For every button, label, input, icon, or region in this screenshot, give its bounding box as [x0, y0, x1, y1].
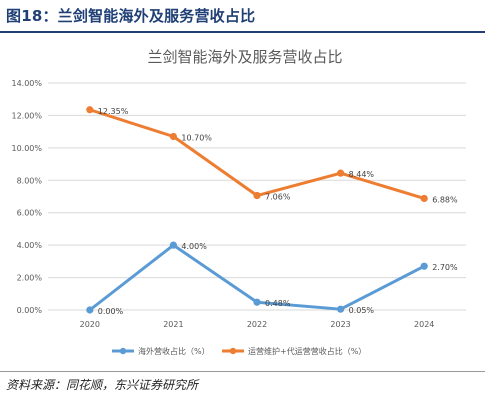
data-label: 2.70% — [432, 263, 458, 272]
y-tick-label: 12.00% — [11, 111, 42, 120]
y-axis-ticks: 0.00% 2.00% 4.00% 6.00% 8.00% 10.00% 12.00% 14.… — [11, 79, 42, 315]
y-tick-label: 10.00% — [11, 144, 42, 153]
data-label: 7.06% — [265, 193, 291, 202]
chart-title: 兰剑智能海外及服务营收占比 — [147, 48, 342, 66]
series-line-1 — [88, 108, 426, 200]
x-tick-label: 2023 — [330, 320, 350, 329]
data-label: 0.00% — [98, 307, 124, 316]
x-tick-label: 2024 — [414, 320, 434, 329]
data-label: 6.88% — [432, 195, 458, 204]
figure-title: 图18：兰剑智能海外及服务营收占比 — [6, 7, 256, 25]
data-point — [337, 169, 345, 177]
data-point — [169, 132, 177, 141]
legend-marker — [229, 347, 237, 355]
data-point — [253, 191, 261, 200]
x-axis-ticks: 2020 2021 2022 2023 2024 — [80, 320, 435, 329]
data-point — [420, 262, 428, 270]
data-point — [420, 194, 428, 203]
x-tick-label: 2022 — [247, 320, 267, 329]
legend-label: 运营维护+代运营营收占比（%） — [248, 346, 366, 356]
y-tick-label: 8.00% — [17, 176, 43, 185]
data-label: 10.70% — [181, 134, 212, 143]
data-label: 8.44% — [349, 170, 375, 179]
data-label: 4.00% — [181, 242, 207, 251]
data-point — [86, 106, 94, 114]
source-rule — [0, 371, 485, 372]
y-tick-label: 14.00% — [11, 79, 42, 88]
data-point — [253, 298, 261, 306]
y-tick-label: 4.00% — [17, 241, 43, 250]
data-point — [169, 241, 177, 249]
legend-label: 海外营收占比（%） — [138, 346, 210, 356]
data-labels: 0.00% 4.00% 0.48% 0.05% 2.70% 12.35% 10.70% 7.0… — [98, 107, 458, 316]
x-tick-label: 2020 — [80, 320, 100, 329]
series-lines — [86, 106, 428, 314]
legend-marker — [119, 347, 127, 355]
title-rule — [0, 31, 485, 33]
line-chart: 兰剑智能海外及服务营收占比 0.00% 2.00% 4.00% 6.00% 8.00% 1… — [11, 48, 466, 356]
legend: 海外营收占比（%） 运营维护+代运营营收占比（%） — [112, 346, 366, 356]
data-label: 0.48% — [265, 299, 291, 308]
source-note: 资料来源：同花顺，东兴证券研究所 — [6, 378, 199, 392]
data-point — [86, 306, 94, 314]
gridlines — [48, 82, 466, 311]
data-point — [337, 305, 345, 313]
data-label: 12.35% — [98, 107, 129, 116]
y-tick-label: 6.00% — [17, 209, 43, 218]
y-tick-label: 0.00% — [17, 306, 43, 315]
y-tick-label: 2.00% — [17, 274, 43, 283]
x-tick-label: 2021 — [163, 320, 183, 329]
data-label: 0.05% — [349, 306, 375, 315]
